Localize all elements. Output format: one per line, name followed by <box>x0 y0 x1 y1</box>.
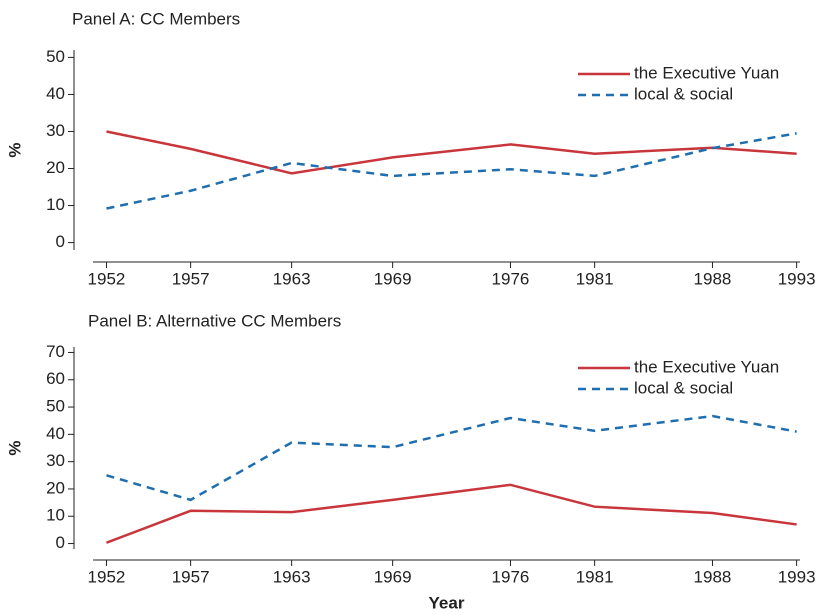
x-tick-label: 1952 <box>88 269 126 288</box>
y-tick-label: 30 <box>46 451 65 470</box>
legend-label: the Executive Yuan <box>634 357 779 376</box>
y-tick-label: 20 <box>46 158 65 177</box>
x-tick-label: 1969 <box>374 269 412 288</box>
y-tick-label: 50 <box>46 47 65 66</box>
legend-label: local & social <box>634 378 733 397</box>
y-tick-label: 70 <box>46 342 65 361</box>
y-tick-label: 0 <box>56 232 65 251</box>
x-tick-label: 1993 <box>778 269 816 288</box>
x-tick-label: 1993 <box>778 567 816 586</box>
line-series <box>106 414 797 502</box>
x-tick-label: 1952 <box>88 567 126 586</box>
y-axis-label: % <box>5 440 24 455</box>
x-tick-label: 1981 <box>576 269 614 288</box>
y-tick-label: 20 <box>46 478 65 497</box>
x-axis-label: Year <box>429 593 465 612</box>
line-series <box>106 132 797 210</box>
y-tick-label: 40 <box>46 424 65 443</box>
x-tick-label: 1963 <box>273 269 311 288</box>
x-tick-label: 1969 <box>374 567 412 586</box>
y-axis-label: % <box>5 142 24 157</box>
x-tick-label: 1988 <box>694 269 732 288</box>
y-tick-label: 50 <box>46 397 65 416</box>
line-series <box>106 130 797 175</box>
y-tick-label: 10 <box>46 506 65 525</box>
y-tick-label: 30 <box>46 121 65 140</box>
x-tick-label: 1981 <box>576 567 614 586</box>
legend-label: the Executive Yuan <box>634 63 779 82</box>
x-tick-label: 1957 <box>172 269 210 288</box>
y-tick-label: 0 <box>56 533 65 552</box>
legend-label: local & social <box>634 84 733 103</box>
x-tick-label: 1988 <box>694 567 732 586</box>
line-series <box>106 483 797 544</box>
x-tick-label: 1976 <box>492 269 530 288</box>
y-tick-label: 10 <box>46 195 65 214</box>
y-tick-label: 40 <box>46 84 65 103</box>
x-tick-label: 1963 <box>273 567 311 586</box>
x-tick-label: 1976 <box>492 567 530 586</box>
chart-title: Panel A: CC Members <box>72 9 240 28</box>
y-tick-label: 60 <box>46 369 65 388</box>
x-tick-label: 1957 <box>172 567 210 586</box>
chart-title: Panel B: Alternative CC Members <box>88 311 341 330</box>
